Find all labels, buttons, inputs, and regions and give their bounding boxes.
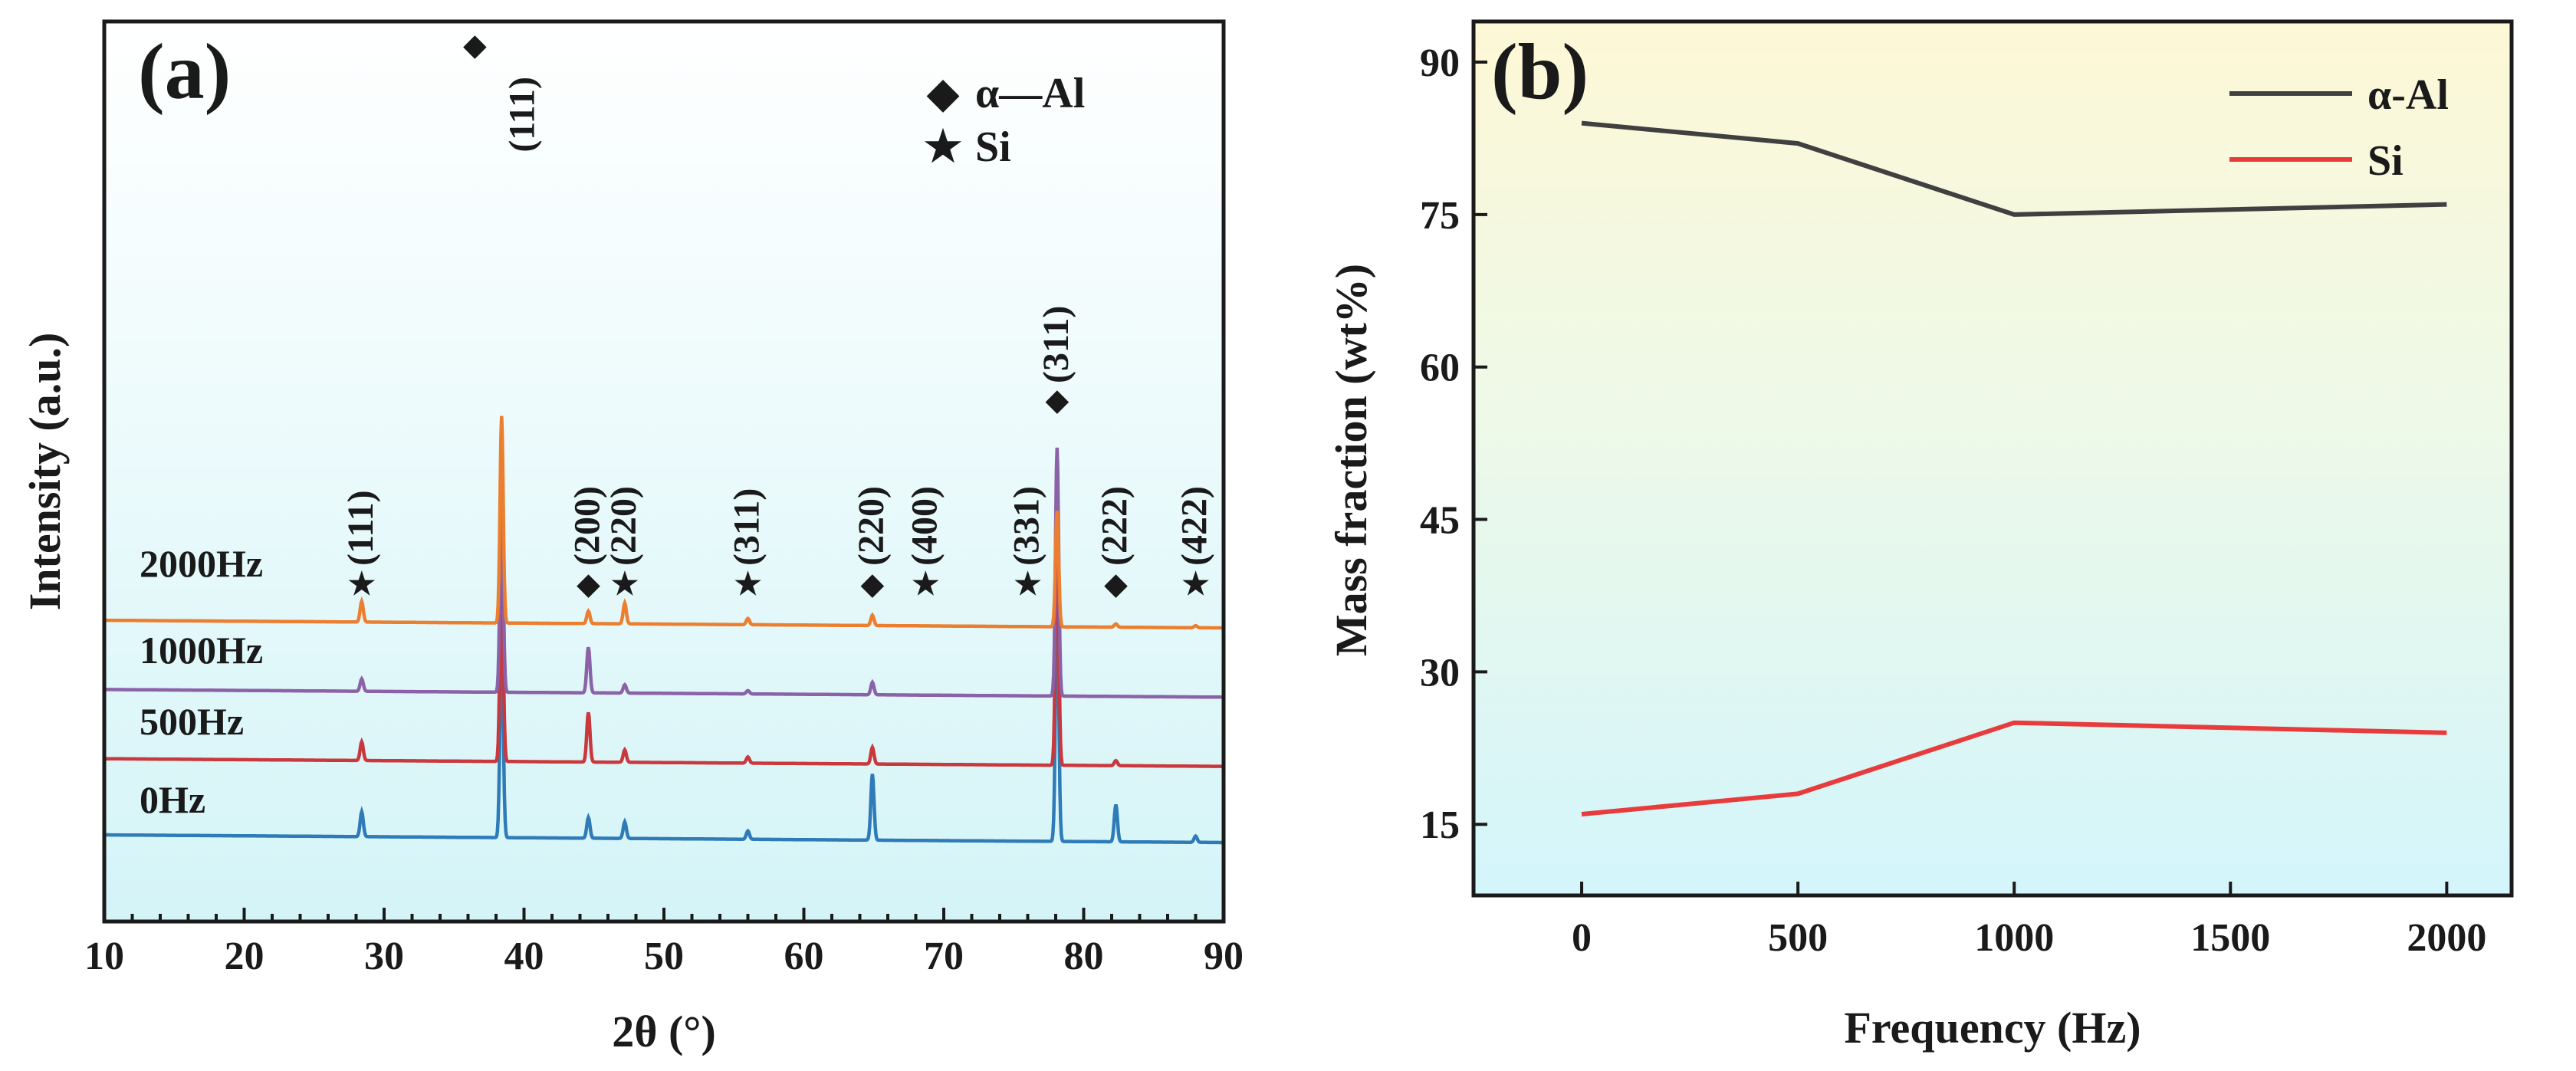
mass-y-tick-label: 15 xyxy=(1420,803,1460,847)
series-label-500hz: 500Hz xyxy=(140,700,244,743)
peak-label-9: (222) xyxy=(1094,486,1135,566)
mass-x-tick-label: 500 xyxy=(1768,916,1828,960)
xrd-x-axis-title: 2θ (°) xyxy=(612,1007,716,1056)
peak-label-0: (111) xyxy=(501,77,542,153)
mass-x-tick-label: 1000 xyxy=(1974,916,2054,960)
xrd-patterns xyxy=(104,416,1224,845)
peak-symbol-8: ◆ xyxy=(1045,383,1069,417)
mass-y-tick-label: 90 xyxy=(1420,41,1460,85)
peak-symbol-7: ★ xyxy=(1014,567,1042,601)
mass-series-lines xyxy=(1581,120,2447,816)
peak-label-8: (311) xyxy=(1036,306,1076,383)
peak-symbol-5: ◆ xyxy=(861,567,885,601)
legend-si-symbol: ★ xyxy=(924,123,962,171)
series-line-si xyxy=(1581,720,2447,816)
peak-symbol-2: ◆ xyxy=(577,567,600,601)
xrd-x-tick-label: 50 xyxy=(644,935,684,978)
mass-x-tick-label: 0 xyxy=(1572,916,1592,960)
mass-y-tick-label: 45 xyxy=(1420,499,1460,543)
mass-plot-area xyxy=(1474,21,2512,895)
series-label-2000hz: 2000Hz xyxy=(140,542,263,585)
legend-al-label: α—Al xyxy=(975,70,1085,117)
xrd-x-axis: 10 20 30 40 50 60 70 80 90 xyxy=(84,908,1244,978)
legend-si-name: Si xyxy=(2367,137,2404,185)
xrd-pattern-1000hz xyxy=(104,447,1224,699)
xrd-panel: ◆(111)★(111)◆(200)★(220)★(311)◆(220)★(40… xyxy=(20,19,1244,1056)
mass-legend: α-Al Si xyxy=(2229,71,2449,185)
mass-y-axis-title: Mass fraction (wt%) xyxy=(1326,264,1376,656)
legend-al-name: α-Al xyxy=(2367,71,2449,119)
series-label-0hz: 0Hz xyxy=(140,778,205,821)
xrd-x-tick-label: 90 xyxy=(1204,935,1244,978)
mass-plot-frame xyxy=(1471,19,2514,898)
peak-label-3: (220) xyxy=(603,486,644,566)
peak-label-10: (422) xyxy=(1175,486,1215,566)
mass-x-axis-title: Frequency (Hz) xyxy=(1844,1003,2141,1053)
mass-y-tick-label: 75 xyxy=(1420,194,1460,238)
legend-al-symbol: ◆ xyxy=(926,70,959,117)
xrd-x-tick-label: 70 xyxy=(924,935,964,978)
mass-y-tick-label: 60 xyxy=(1420,347,1460,390)
peak-label-5: (220) xyxy=(851,486,892,566)
peak-symbol-4: ★ xyxy=(734,567,762,601)
xrd-pattern-2000hz xyxy=(104,416,1224,630)
panel-b-label: (b) xyxy=(1491,28,1589,116)
xrd-y-axis-title: Intensity (a.u.) xyxy=(20,333,70,611)
peak-label-6: (400) xyxy=(904,486,945,566)
mass-y-tick-label: 30 xyxy=(1420,651,1460,695)
series-line-al xyxy=(1581,120,2447,217)
series-label-1000hz: 1000Hz xyxy=(140,629,263,672)
xrd-pattern-0hz xyxy=(104,593,1224,845)
panel-a-label: (a) xyxy=(138,28,231,116)
xrd-x-tick-label: 30 xyxy=(364,935,404,978)
peak-symbol-10: ★ xyxy=(1182,567,1210,601)
xrd-x-tick-label: 80 xyxy=(1064,935,1104,978)
xrd-x-tick-label: 20 xyxy=(225,935,264,978)
xrd-series-labels: 0Hz 500Hz 1000Hz 2000Hz xyxy=(140,542,263,821)
peak-label-4: (311) xyxy=(727,488,767,566)
peak-symbol-3: ★ xyxy=(611,567,639,601)
xrd-pattern-500hz xyxy=(104,517,1224,768)
xrd-x-tick-label: 10 xyxy=(84,935,124,978)
mass-fraction-panel: 15 30 45 60 75 90 0 500 1000 1500 2000 (b) α-Al Si… xyxy=(1326,19,2514,1053)
peak-label-1: (111) xyxy=(340,490,381,566)
peak-label-7: (331) xyxy=(1007,486,1047,566)
peak-symbol-1: ★ xyxy=(348,567,376,601)
peak-symbol-0: ◆ xyxy=(463,28,487,62)
xrd-x-tick-label: 60 xyxy=(784,935,824,978)
mass-axes: 15 30 45 60 75 90 0 500 1000 1500 2000 xyxy=(1420,41,2486,960)
xrd-legend: ◆ α—Al ★ Si xyxy=(924,70,1085,171)
peak-symbol-6: ★ xyxy=(912,567,939,601)
legend-si-label: Si xyxy=(975,123,1011,171)
mass-x-tick-label: 2000 xyxy=(2407,916,2486,960)
peak-symbol-9: ◆ xyxy=(1104,567,1128,601)
xrd-peak-annotations: ◆(111)★(111)◆(200)★(220)★(311)◆(220)★(40… xyxy=(340,28,1215,601)
peak-label-2: (200) xyxy=(567,486,607,566)
xrd-plot-area xyxy=(104,21,1224,922)
mass-x-tick-label: 1500 xyxy=(2190,916,2270,960)
xrd-x-tick-label: 40 xyxy=(504,935,544,978)
